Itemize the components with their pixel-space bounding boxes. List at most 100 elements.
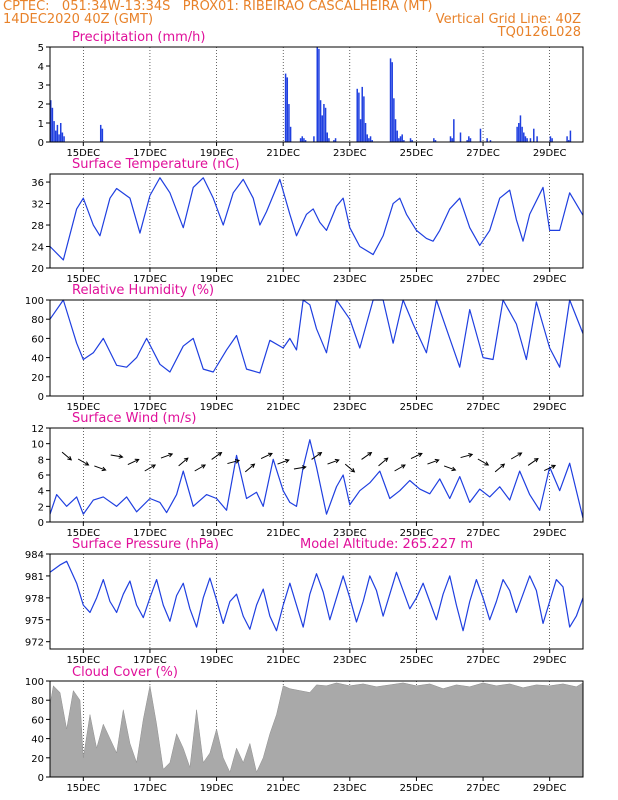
rh-frame <box>49 299 584 397</box>
wind-arrow <box>194 464 207 472</box>
y-tick-label: 2 <box>38 100 44 111</box>
x-tick-label: 29DEC <box>533 783 567 794</box>
cloud-panel: Cloud Cover (%) 0 20 40 60 80 100 15DEC 17DEC 19D… <box>25 665 584 794</box>
precip-bar <box>284 73 287 142</box>
precip-bar <box>489 140 492 142</box>
precip-bar <box>516 126 518 142</box>
y-tick-label: 36 <box>31 178 44 189</box>
wind-arrow <box>427 458 440 465</box>
x-tick-label: 15DEC <box>66 528 100 539</box>
y-tick-label: 0 <box>38 773 44 784</box>
y-tick-label: 3 <box>38 81 44 92</box>
wind-arrow <box>443 465 457 472</box>
x-tick-label: 21DEC <box>266 274 300 285</box>
precip-bar <box>101 128 104 142</box>
x-tick-label: 27DEC <box>466 655 500 666</box>
wind-arrow <box>477 458 490 466</box>
precip-bar <box>568 140 570 142</box>
wind-arrow <box>361 451 373 460</box>
precip-bar <box>54 130 57 142</box>
wind-arrow <box>77 458 90 466</box>
y-tick-label: 32 <box>31 200 44 211</box>
precip-bar <box>299 138 302 142</box>
wind-arrow <box>260 452 273 459</box>
precip-bar <box>319 100 322 142</box>
wind-arrow <box>110 454 124 459</box>
header-grid-note: Vertical Grid Line: 40Z <box>435 12 581 27</box>
wind-arrow <box>311 451 323 460</box>
precip-bar <box>453 119 455 142</box>
temp-series-line <box>49 177 584 261</box>
header-line2: 14DEC2020 40Z (GMT) <box>3 12 154 27</box>
x-tick-label: 19DEC <box>200 274 234 285</box>
x-tick-label: 27DEC <box>466 528 500 539</box>
precip-bar <box>469 138 472 142</box>
wind-arrow <box>160 452 174 459</box>
x-tick-label: 25DEC <box>400 528 434 539</box>
x-tick-label: 25DEC <box>400 148 434 159</box>
precip-bar <box>333 140 335 142</box>
y-tick-label: 60 <box>31 334 44 345</box>
cloud-cover-area <box>49 682 584 778</box>
precip-bar <box>468 136 470 142</box>
precip-bar <box>524 136 527 142</box>
precip-bar <box>529 138 532 142</box>
precip-bar <box>523 132 525 142</box>
y-tick-label: 20 <box>31 264 44 275</box>
wind-arrow <box>178 457 189 467</box>
precip-bar <box>99 124 102 142</box>
precip-bar <box>363 96 365 142</box>
header-line1: CPTEC: 051:34W-13:34S PROX01: RIBEIRAO C… <box>3 0 433 14</box>
x-tick-label: 27DEC <box>466 783 500 794</box>
precip-frame <box>49 46 584 143</box>
wind-arrow <box>127 458 140 465</box>
wind-series-line <box>49 439 584 519</box>
wind-frame <box>49 427 584 523</box>
x-tick-label: 19DEC <box>200 783 234 794</box>
rh-panel: Relative Humidity (%) 0 20 40 60 80 100 15DEC 17… <box>25 283 584 413</box>
x-tick-label: 23DEC <box>333 783 367 794</box>
y-tick-label: 4 <box>38 487 44 498</box>
y-tick-label: 24 <box>31 243 44 254</box>
y-tick-label: 8 <box>38 455 44 466</box>
x-tick-label: 19DEC <box>200 655 234 666</box>
y-tick-label: 0 <box>38 138 44 149</box>
x-tick-label: 29DEC <box>533 274 567 285</box>
precip-bar <box>451 138 453 142</box>
wind-arrow <box>277 458 290 465</box>
y-tick-label: 60 <box>31 715 44 726</box>
precip-bar <box>303 138 305 142</box>
precip-bar <box>318 48 320 142</box>
precip-bar <box>399 136 402 142</box>
x-tick-label: 21DEC <box>266 528 300 539</box>
wind-arrow <box>144 464 157 472</box>
cloud-frame <box>49 680 584 778</box>
precip-bar <box>526 138 528 142</box>
y-tick-label: 2 <box>38 502 44 513</box>
y-tick-label: 20 <box>31 373 44 384</box>
precip-bar <box>368 138 370 142</box>
x-tick-label: 21DEC <box>266 783 300 794</box>
precip-bar <box>50 100 52 142</box>
precip-bar <box>324 107 327 142</box>
y-tick-label: 28 <box>31 221 44 232</box>
y-tick-label: 80 <box>31 315 44 326</box>
wind-arrow <box>378 457 389 467</box>
precip-bar <box>569 130 572 142</box>
x-tick-label: 29DEC <box>533 148 567 159</box>
wind-panel: Surface Wind (m/s) 0 2 4 6 8 10 12 15DEC 17DEC 19D… <box>31 411 584 539</box>
x-tick-label: 15DEC <box>66 148 100 159</box>
precip-bar <box>53 121 55 142</box>
precip-bar <box>59 123 62 142</box>
wind-arrow <box>494 463 506 473</box>
x-tick-label: 15DEC <box>66 783 100 794</box>
wind-arrow <box>61 451 73 461</box>
y-tick-label: 978 <box>25 594 44 605</box>
y-tick-label: 80 <box>31 696 44 707</box>
wind-arrow <box>244 463 256 473</box>
y-tick-label: 0 <box>38 392 44 403</box>
precip-bar <box>316 47 318 142</box>
precip-bar <box>401 134 403 142</box>
precip-bar <box>459 132 462 142</box>
